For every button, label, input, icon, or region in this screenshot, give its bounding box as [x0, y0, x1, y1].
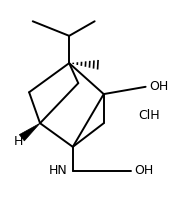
Text: OH: OH: [135, 164, 154, 177]
Text: HN: HN: [49, 164, 67, 177]
Polygon shape: [19, 123, 40, 141]
Text: OH: OH: [149, 80, 169, 93]
Text: ClH: ClH: [138, 109, 160, 122]
Text: H: H: [13, 135, 23, 148]
